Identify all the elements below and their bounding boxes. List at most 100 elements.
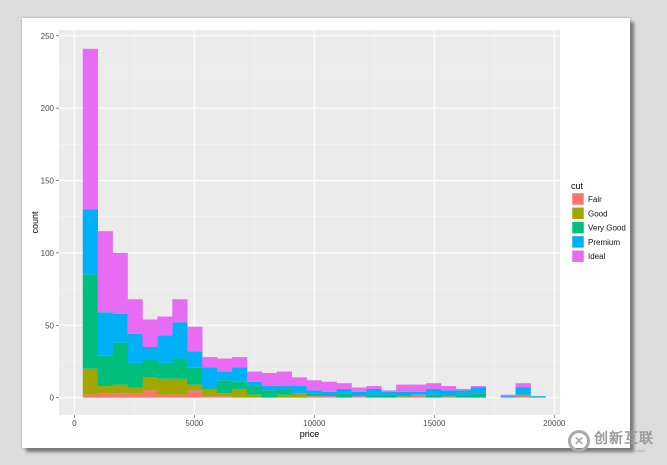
bar-premium xyxy=(396,391,412,397)
bar-ideal xyxy=(246,371,263,382)
bar-very-good xyxy=(261,390,278,398)
bar-very-good xyxy=(112,342,128,385)
bar-fair xyxy=(157,394,173,398)
bar-very-good xyxy=(455,394,472,398)
bar-ideal xyxy=(261,373,278,387)
legend-key-fair xyxy=(571,192,585,206)
bar-very-good xyxy=(470,393,487,398)
bar-good xyxy=(440,396,457,398)
bar-good xyxy=(157,378,173,395)
bar-fair xyxy=(202,396,218,398)
bar-premium xyxy=(411,391,427,395)
watermark-logo-icon: ✕ xyxy=(568,429,590,452)
bar-premium xyxy=(97,312,113,356)
legend-label: Very Good xyxy=(588,224,626,233)
bar-good xyxy=(217,393,233,397)
bar-premium xyxy=(172,322,188,359)
bar-fair xyxy=(411,394,427,398)
bar-premium xyxy=(500,396,516,398)
bar-very-good xyxy=(231,381,248,389)
bar-fair xyxy=(127,393,143,398)
legend-key-premium xyxy=(571,235,585,249)
legend-label: Ideal xyxy=(588,252,606,261)
x-axis-title: price xyxy=(300,429,320,439)
bar-ideal xyxy=(217,358,233,372)
bar-fair xyxy=(172,394,188,398)
bar-premium xyxy=(82,209,98,275)
watermark: ✕ 创新互联 CHUANG XIN HU LIAN xyxy=(568,428,654,453)
bar-ideal xyxy=(381,390,397,392)
bar-ideal xyxy=(321,381,337,392)
y-tick-label: 200 xyxy=(41,104,55,113)
bar-very-good xyxy=(426,394,442,398)
bar-premium xyxy=(426,388,442,395)
bar-ideal xyxy=(202,357,218,368)
bar-ideal xyxy=(142,319,158,347)
bar-fair xyxy=(97,393,113,398)
bar-ideal xyxy=(187,326,203,352)
bar-premium xyxy=(321,391,337,397)
bar-premium xyxy=(470,387,487,394)
bar-ideal xyxy=(231,357,248,368)
bar-premium xyxy=(351,391,367,397)
bar-premium xyxy=(530,396,546,398)
bar-premium xyxy=(261,386,278,391)
bar-premium xyxy=(157,335,173,363)
bar-very-good xyxy=(172,358,188,379)
bar-premium xyxy=(515,387,531,395)
bar-ideal xyxy=(426,383,442,389)
bar-very-good xyxy=(306,393,322,397)
bar-fair xyxy=(142,390,158,398)
y-tick-label: 0 xyxy=(50,394,55,403)
x-tick-label: 10000 xyxy=(303,419,326,428)
bar-ideal xyxy=(336,383,352,389)
bar-good xyxy=(396,396,412,398)
legend-key-ideal xyxy=(571,249,585,263)
y-tick-label: 50 xyxy=(45,321,54,330)
bar-premium xyxy=(306,390,322,394)
bar-very-good xyxy=(246,386,263,395)
bar-good xyxy=(97,386,113,394)
bar-premium xyxy=(202,367,218,388)
bar-very-good xyxy=(187,367,203,385)
bar-premium xyxy=(455,390,472,395)
bar-ideal xyxy=(276,371,292,387)
y-tick-label: 100 xyxy=(41,249,55,258)
bar-good xyxy=(142,377,158,391)
bar-very-good xyxy=(157,362,173,379)
bar-premium xyxy=(366,388,382,395)
bar-premium xyxy=(187,351,203,368)
bar-premium xyxy=(381,391,397,395)
bar-ideal xyxy=(127,299,143,334)
bar-premium xyxy=(127,333,143,363)
legend: cut Fair Good Very Good Premium Ideal xyxy=(571,181,626,263)
bar-good xyxy=(127,387,143,394)
bar-fair xyxy=(187,390,203,398)
legend-label: Fair xyxy=(588,195,602,204)
x-tick-label: 0 xyxy=(72,419,77,428)
bar-premium xyxy=(291,386,307,394)
bar-good xyxy=(291,393,307,398)
bar-ideal xyxy=(515,383,531,388)
bar-very-good xyxy=(217,380,233,394)
x-tick-label: 20000 xyxy=(543,419,566,428)
bar-very-good xyxy=(202,387,218,389)
bar-fair xyxy=(321,396,337,398)
bar-premium xyxy=(276,386,292,389)
y-axis-title: count xyxy=(30,211,40,234)
watermark-subtext: CHUANG XIN HU LIAN xyxy=(594,448,646,453)
bar-ideal xyxy=(97,231,113,313)
bar-ideal xyxy=(351,387,367,392)
bar-fair xyxy=(351,396,367,398)
watermark-text: 创新互联 xyxy=(594,431,654,447)
bar-good xyxy=(246,394,263,398)
bar-premium xyxy=(440,390,457,397)
bar-very-good xyxy=(97,355,113,387)
bar-ideal xyxy=(440,386,457,391)
legend-label: Premium xyxy=(588,238,620,247)
bar-ideal xyxy=(411,384,427,392)
bar-good xyxy=(172,378,188,395)
bar-fair xyxy=(306,396,322,398)
bar-premium xyxy=(142,346,158,360)
